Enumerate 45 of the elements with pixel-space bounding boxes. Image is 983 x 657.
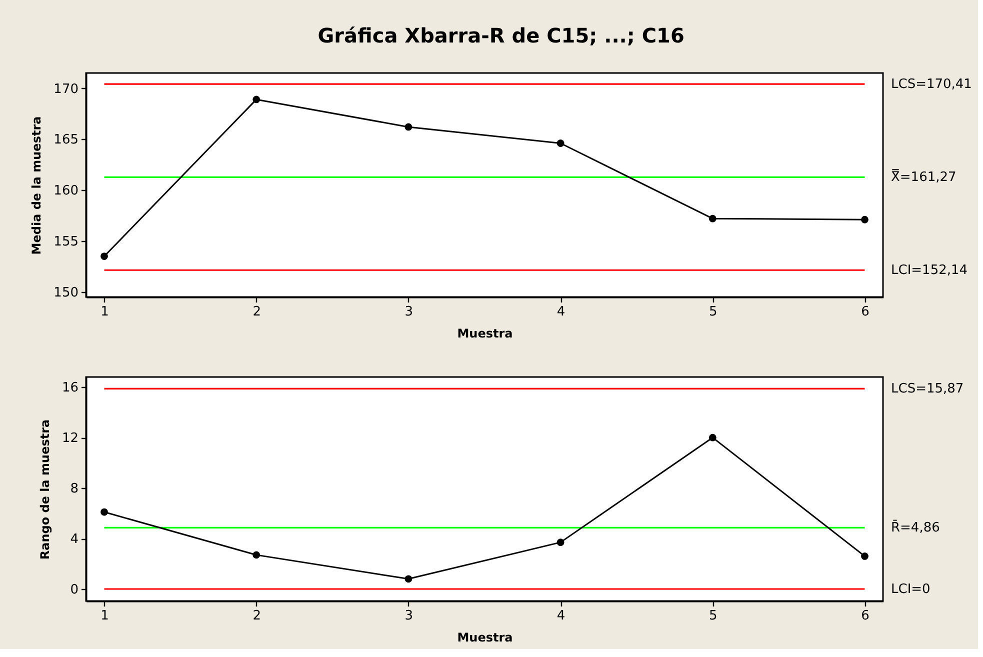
x-tick-label: 3 (404, 304, 414, 320)
point (252, 96, 260, 104)
ref-line-label: R̄=4,86 (891, 519, 940, 536)
point (404, 123, 412, 131)
y-tick-label: 0 (70, 582, 78, 598)
point (861, 216, 868, 224)
point (404, 575, 412, 583)
x-tick-label: 5 (709, 608, 718, 624)
chart-title: Gráfica Xbarra-R de C15; ...; C16 (318, 23, 684, 48)
ref-line-label: LCS=15,87 (891, 382, 964, 397)
y-axis-title: Rango de la muestra (38, 419, 52, 560)
x-tick-label: 4 (556, 608, 566, 624)
ref-line-label: LCI=152,14 (891, 263, 968, 278)
x-tick-label: 5 (709, 304, 718, 320)
point (861, 552, 868, 560)
point (252, 551, 260, 559)
y-tick-label: 160 (54, 184, 78, 199)
point (708, 214, 716, 222)
point (100, 508, 108, 516)
x-tick-label: 6 (861, 608, 870, 624)
ref-line-label: LCS=170,41 (891, 77, 972, 92)
x-axis-title: Muestra (457, 326, 513, 340)
y-tick-label: 165 (54, 132, 78, 148)
x-tick-label: 4 (556, 304, 566, 320)
y-tick-label: 8 (70, 482, 78, 497)
y-tick-label: 4 (70, 532, 78, 548)
y-tick-label: 150 (54, 285, 78, 300)
x-tick-label: 2 (252, 304, 261, 320)
y-tick-label: 170 (54, 82, 78, 97)
x-tick-label: 1 (100, 608, 109, 624)
ref-line-label: X̿=161,27 (891, 168, 956, 186)
x-tick-label: 6 (861, 304, 870, 320)
point (708, 434, 716, 442)
y-tick-label: 12 (62, 431, 78, 446)
x-axis-title: Muestra (457, 630, 513, 644)
x-tick-label: 2 (252, 608, 261, 624)
point (556, 140, 564, 147)
x-tick-label: 3 (404, 608, 414, 624)
ref-line-label: LCI=0 (891, 582, 930, 598)
point (556, 538, 564, 546)
y-axis-title: Media de la muestra (30, 116, 44, 255)
x-tick-label: 1 (100, 304, 109, 320)
y-tick-label: 155 (54, 234, 78, 250)
y-tick-label: 16 (62, 380, 78, 396)
point (100, 252, 108, 260)
